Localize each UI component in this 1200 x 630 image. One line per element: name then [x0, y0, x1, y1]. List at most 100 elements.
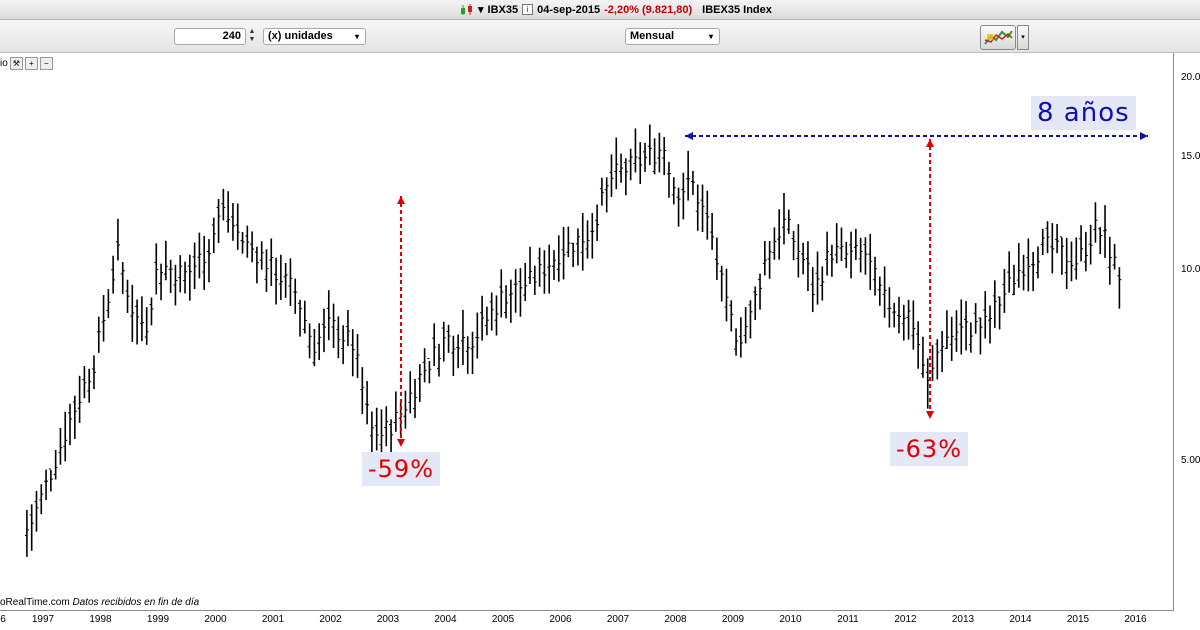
- ohlc-bar: [686, 150, 691, 201]
- x-tick-label: 2011: [837, 614, 859, 625]
- ohlc-bar: [949, 316, 954, 361]
- ohlc-bar: [609, 154, 614, 197]
- ohlc-bar: [1088, 224, 1093, 265]
- ohlc-bar: [235, 203, 240, 250]
- drawdown-arrow-2002: [397, 196, 405, 447]
- ohlc-bar: [259, 241, 264, 270]
- ohlc-bar: [111, 255, 116, 294]
- period-select[interactable]: Mensual ▾: [625, 28, 720, 45]
- ohlc-bar: [106, 289, 111, 319]
- ohlc-bar: [547, 244, 552, 294]
- ohlc-bar: [365, 381, 370, 425]
- title-bar: ▾ IBX35 i 04-sep-2015 -2,20% (9.821,80) …: [0, 0, 1200, 20]
- ohlc-bar: [360, 367, 365, 415]
- ohlc-bar: [690, 170, 695, 195]
- ohlc-bar: [63, 411, 68, 462]
- ohlc-bar: [1040, 228, 1045, 256]
- ohlc-bar: [163, 240, 168, 281]
- ohlc-bar: [801, 242, 806, 275]
- zoom-out-icon[interactable]: −: [39, 56, 53, 70]
- chart-plot-area[interactable]: [0, 53, 1174, 611]
- ohlc-bar: [144, 307, 149, 345]
- x-tick-label: 2013: [951, 614, 975, 625]
- ohlc-bar: [384, 406, 389, 447]
- ohlc-bar: [58, 427, 63, 465]
- wrench-icon[interactable]: ⚒: [9, 56, 23, 70]
- ohlc-bar: [48, 468, 53, 492]
- ohlc-bar: [1069, 241, 1074, 282]
- ohlc-bar: [427, 358, 432, 384]
- x-tick-label: 2007: [606, 614, 630, 625]
- ohlc-bar: [456, 334, 461, 369]
- x-tick-label: 2010: [779, 614, 802, 625]
- stepper-down-icon[interactable]: ▼: [248, 36, 256, 43]
- x-tick-label: 2009: [721, 614, 745, 625]
- ohlc-bar: [561, 226, 566, 280]
- ohlc-bar: [39, 484, 44, 515]
- ohlc-bar: [326, 290, 331, 341]
- ohlc-bar: [403, 390, 408, 429]
- ohlc-bar: [983, 291, 988, 339]
- ohlc-bar: [230, 203, 235, 241]
- ohlc-bar: [441, 321, 446, 362]
- zoom-in-icon[interactable]: +: [24, 56, 38, 70]
- ohlc-bar: [331, 303, 336, 349]
- instrument-header: ▾ IBX35 i 04-sep-2015 -2,20% (9.821,80) …: [460, 2, 772, 17]
- ohlc-bar: [82, 366, 87, 399]
- info-icon[interactable]: i: [522, 4, 534, 15]
- ohlc-bar: [369, 411, 374, 456]
- ohlc-bar: [264, 249, 269, 292]
- candlestick-icon[interactable]: [460, 3, 474, 16]
- ohlc-bar: [571, 242, 576, 268]
- ohlc-bar: [662, 136, 667, 176]
- ohlc-bar: [29, 504, 34, 551]
- ohlc-bar: [1045, 221, 1050, 254]
- ohlc-bar: [882, 266, 887, 318]
- ohlc-bar: [206, 239, 211, 283]
- ohlc-bar: [992, 280, 997, 328]
- ohlc-bar: [513, 269, 518, 313]
- x-tick-label: 1997: [31, 614, 55, 625]
- source-note: Datos recibidos en fin de día: [72, 597, 200, 608]
- ohlc-bar: [906, 299, 911, 340]
- ohlc-bar: [480, 295, 485, 341]
- indicator-button[interactable]: [980, 25, 1016, 50]
- units-select[interactable]: (x) unidades ▾: [263, 28, 366, 45]
- ohlc-bar: [599, 177, 604, 206]
- ohlc-bar: [288, 258, 293, 306]
- ohlc-bar: [72, 395, 77, 439]
- ohlc-bar: [786, 209, 791, 234]
- chart-indicator-icon: [984, 30, 1013, 45]
- ohlc-bar: [542, 250, 547, 294]
- ohlc-bar: [968, 322, 973, 353]
- ohlc-bar: [1021, 254, 1026, 291]
- ohlc-bar: [844, 241, 849, 269]
- ohlc-bar: [298, 299, 303, 337]
- symbol-label[interactable]: IBX35: [487, 3, 519, 16]
- stepper-up-icon[interactable]: ▲: [248, 28, 256, 35]
- ohlc-bar: [34, 490, 39, 532]
- ohlc-bar: [796, 224, 801, 278]
- ohlc-bar: [556, 235, 561, 282]
- ohlc-bar: [125, 279, 130, 313]
- ohlc-bar: [504, 285, 509, 319]
- ohlc-bar: [734, 328, 739, 356]
- indicator-dropdown[interactable]: ▾: [1017, 25, 1029, 50]
- ohlc-bar: [436, 343, 441, 377]
- ohlc-bar: [614, 137, 619, 190]
- x-tick-label: 2008: [664, 614, 687, 625]
- symbol-dropdown-arrow[interactable]: ▾: [478, 4, 484, 16]
- ohlc-bar: [575, 228, 580, 266]
- ohlc-bar: [719, 265, 724, 302]
- ohlc-bar: [743, 307, 748, 344]
- ohlc-bar: [676, 187, 681, 227]
- x-tick-label: 1999: [146, 614, 170, 625]
- ohlc-bar: [657, 132, 662, 173]
- bars-count-stepper[interactable]: ▲ ▼: [245, 28, 259, 45]
- bars-count-input[interactable]: 240: [174, 28, 246, 45]
- ohlc-bar: [595, 204, 600, 241]
- ohlc-bar: [470, 331, 475, 375]
- x-tick-label: 2001: [261, 614, 285, 625]
- ohlc-bar: [475, 312, 480, 359]
- ohlc-bar: [623, 158, 628, 196]
